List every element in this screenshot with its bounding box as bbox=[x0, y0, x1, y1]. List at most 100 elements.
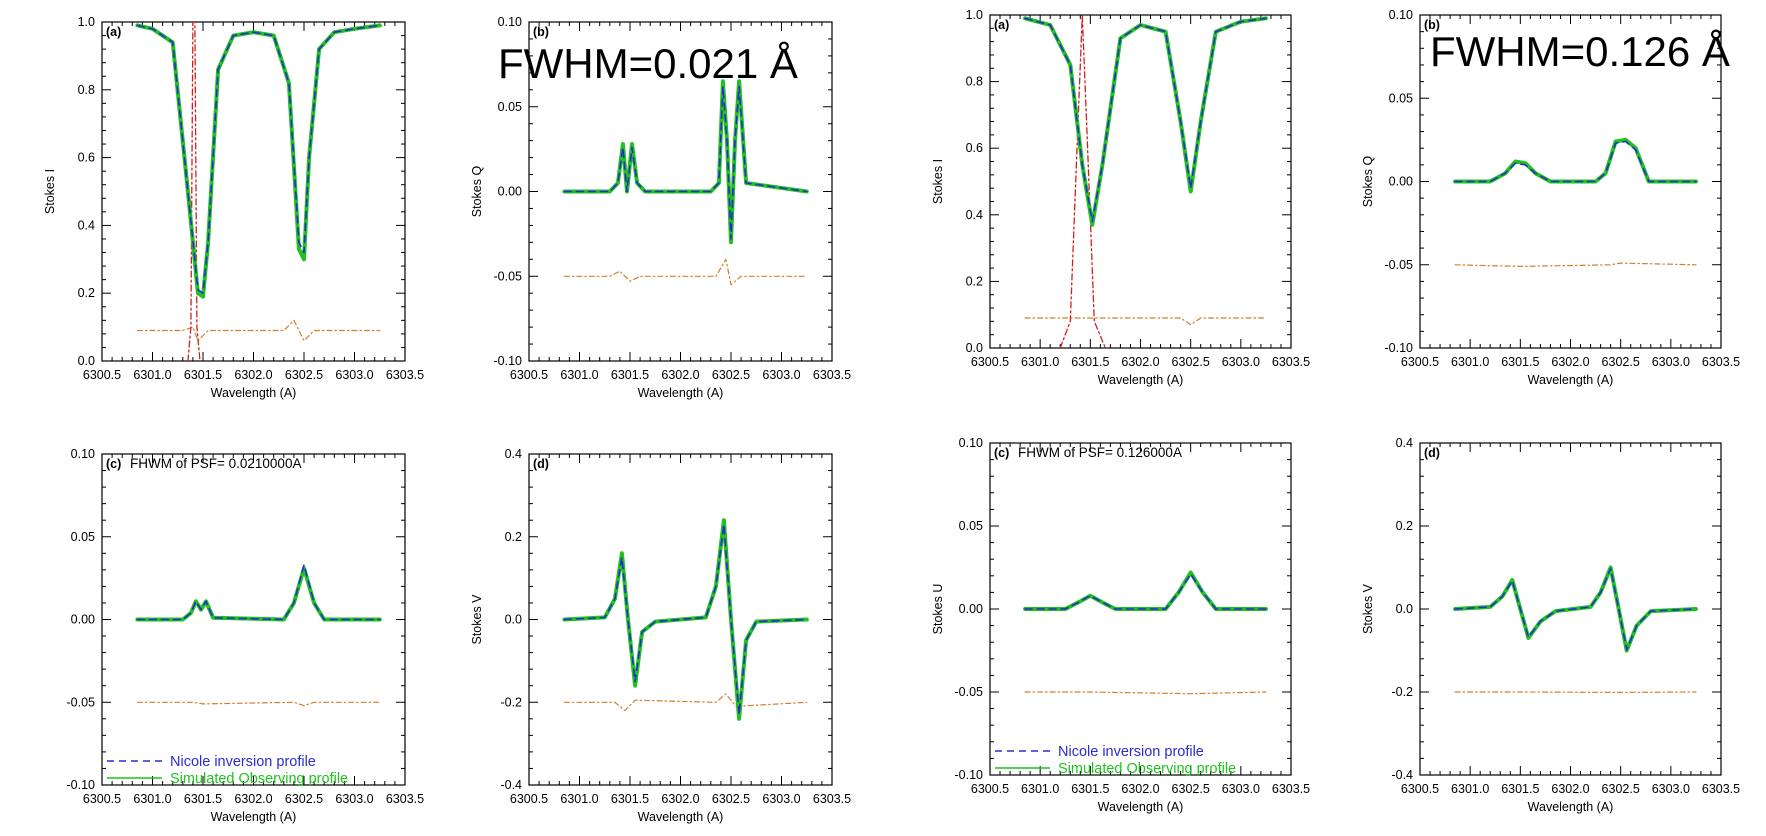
y-tick-label: -0.2 bbox=[1391, 685, 1413, 699]
y-tick-label: 0.05 bbox=[959, 519, 983, 533]
y-tick-label: 0.05 bbox=[498, 100, 522, 114]
panel-letter: (b) bbox=[1424, 18, 1440, 32]
y-tick-label: 0.6 bbox=[78, 151, 95, 165]
x-tick-label: 6301.0 bbox=[1021, 782, 1059, 796]
panel-l-b: 6300.5 6301.0 6301.5 6302.0 6302.5 6303.0 6303… bbox=[470, 15, 851, 400]
y-axis-label: Stokes I bbox=[931, 159, 945, 204]
y-tick-label: 0.00 bbox=[1389, 175, 1413, 189]
x-tick-label: 6301.0 bbox=[1021, 355, 1059, 369]
series-residual-line bbox=[1024, 691, 1267, 695]
x-tick-label: 6301.5 bbox=[1071, 782, 1109, 796]
y-axis-label: Stokes Q bbox=[470, 166, 484, 218]
x-tick-label: 6302.0 bbox=[1121, 355, 1159, 369]
x-tick-label: 6303.5 bbox=[1702, 782, 1740, 796]
series-inversion-line bbox=[1024, 17, 1267, 223]
fwhm-label-right: FWHM=0.126 Å bbox=[1430, 28, 1730, 75]
x-tick-label: 6301.0 bbox=[560, 792, 598, 806]
y-tick-label: -0.10 bbox=[67, 778, 96, 792]
x-tick-label: 6302.5 bbox=[1602, 355, 1640, 369]
y-tick-label: 0.10 bbox=[1389, 8, 1413, 22]
x-tick-label: 6301.5 bbox=[184, 792, 222, 806]
series-inversion-line bbox=[136, 564, 381, 621]
series-residual-line bbox=[136, 701, 381, 707]
panel-r-a: 6300.5 6301.0 6301.5 6302.0 6302.5 6303.0 6303… bbox=[931, 8, 1310, 387]
panel-letter: (c) bbox=[994, 446, 1009, 460]
x-tick-label: 6303.5 bbox=[386, 792, 424, 806]
series-residual-line bbox=[136, 319, 381, 342]
y-tick-label: 0.10 bbox=[498, 15, 522, 29]
x-tick-label: 6303.5 bbox=[1702, 355, 1740, 369]
x-axis-label: Wavelength (A) bbox=[211, 386, 297, 400]
y-tick-label: -0.05 bbox=[67, 695, 96, 709]
x-axis-label: Wavelength (A) bbox=[211, 810, 297, 824]
y-tick-label: 0.0 bbox=[505, 613, 522, 627]
x-tick-label: 6301.0 bbox=[1451, 355, 1489, 369]
y-tick-label: 0.2 bbox=[78, 286, 95, 300]
x-tick-label: 6303.0 bbox=[1222, 782, 1260, 796]
y-tick-label: -0.4 bbox=[1391, 768, 1413, 782]
series-residual-line bbox=[563, 693, 808, 712]
y-axis-label: Stokes V bbox=[1361, 583, 1375, 634]
x-tick-label: 6303.0 bbox=[1652, 355, 1690, 369]
x-tick-label: 6302.0 bbox=[661, 368, 699, 382]
x-tick-label: 6303.0 bbox=[335, 368, 373, 382]
y-tick-label: 0.05 bbox=[1389, 91, 1413, 105]
series-observed-line bbox=[562, 79, 809, 245]
x-tick-label: 6301.5 bbox=[611, 792, 649, 806]
panel-letter: (a) bbox=[994, 18, 1009, 32]
x-tick-label: 6303.5 bbox=[386, 368, 424, 382]
series-observed-line bbox=[1023, 16, 1268, 227]
series-psf-line bbox=[187, 22, 201, 361]
x-axis-label: Wavelength (A) bbox=[1098, 373, 1184, 387]
x-tick-label: 6302.0 bbox=[661, 792, 699, 806]
panel-l-d: 6300.5 6301.0 6301.5 6302.0 6302.5 6303.0 6303… bbox=[470, 447, 851, 824]
x-tick-label: 6301.5 bbox=[184, 368, 222, 382]
y-tick-label: 0.2 bbox=[966, 274, 983, 288]
x-tick-label: 6303.0 bbox=[762, 792, 800, 806]
fwhm-label-left: FWHM=0.021 Å bbox=[498, 40, 798, 87]
x-tick-label: 6300.5 bbox=[83, 792, 121, 806]
series-psf-line bbox=[1059, 15, 1107, 348]
x-tick-label: 6300.5 bbox=[510, 792, 548, 806]
x-axis-label: Wavelength (A) bbox=[1528, 373, 1614, 387]
x-tick-label: 6300.5 bbox=[510, 368, 548, 382]
y-tick-label: -0.10 bbox=[955, 768, 984, 782]
y-tick-label: 0.0 bbox=[1396, 602, 1413, 616]
x-tick-label: 6300.5 bbox=[1401, 355, 1439, 369]
x-tick-label: 6303.5 bbox=[1272, 355, 1310, 369]
panel-letter: (b) bbox=[533, 25, 549, 39]
y-axis-label: Stokes I bbox=[43, 169, 57, 214]
x-tick-label: 6303.0 bbox=[762, 368, 800, 382]
x-tick-label: 6302.5 bbox=[1602, 782, 1640, 796]
y-tick-label: 0.6 bbox=[966, 141, 983, 155]
x-tick-label: 6301.5 bbox=[1071, 355, 1109, 369]
y-tick-label: 0.00 bbox=[498, 185, 522, 199]
y-tick-label: 0.4 bbox=[1396, 436, 1413, 450]
y-tick-label: 0.2 bbox=[505, 530, 522, 544]
y-tick-label: -0.10 bbox=[1385, 341, 1414, 355]
x-tick-label: 6301.5 bbox=[1501, 355, 1539, 369]
panel-r-b: 6300.5 6301.0 6301.5 6302.0 6302.5 6303.0 6303… bbox=[1361, 8, 1740, 387]
x-tick-label: 6302.5 bbox=[1172, 355, 1210, 369]
y-tick-label: 1.0 bbox=[78, 15, 95, 29]
y-tick-label: 0.8 bbox=[78, 83, 95, 97]
panel-letter: (d) bbox=[1424, 446, 1440, 460]
x-tick-label: 6303.0 bbox=[1222, 355, 1260, 369]
y-tick-label: 0.00 bbox=[959, 602, 983, 616]
x-tick-label: 6302.0 bbox=[234, 368, 272, 382]
legend-observed-label: Simulated Observing profile bbox=[1058, 761, 1236, 777]
y-tick-label: 0.4 bbox=[78, 218, 95, 232]
series-residual-line bbox=[1024, 317, 1267, 326]
y-tick-label: 0.4 bbox=[966, 208, 983, 222]
x-tick-label: 6300.5 bbox=[1401, 782, 1439, 796]
series-inversion-line bbox=[1024, 573, 1267, 610]
series-observed-line bbox=[135, 23, 382, 299]
y-tick-label: 0.2 bbox=[1396, 519, 1413, 533]
panel-l-c: 6300.5 6301.0 6301.5 6302.0 6302.5 6303.0 6303… bbox=[67, 447, 425, 824]
y-tick-label: -0.4 bbox=[500, 778, 522, 792]
x-tick-label: 6301.5 bbox=[1501, 782, 1539, 796]
x-tick-label: 6302.5 bbox=[285, 368, 323, 382]
y-tick-label: 0.4 bbox=[505, 447, 522, 461]
plot-frame bbox=[101, 21, 406, 362]
